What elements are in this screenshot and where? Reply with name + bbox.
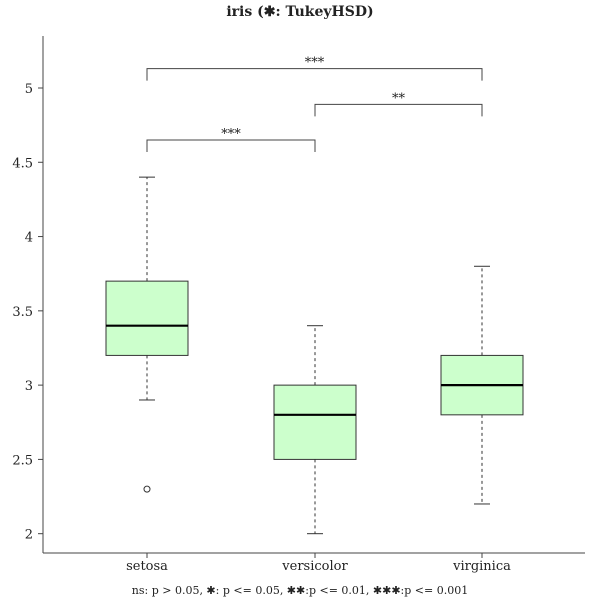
box-virginica — [440, 265, 524, 505]
bracket-line — [146, 68, 483, 81]
significance-brackets: ******** — [146, 56, 483, 152]
outlier-point — [143, 485, 151, 493]
significance-footnote: ns: p > 0.05, ✱: p <= 0.05, ✱✱:p <= 0.01… — [132, 584, 468, 597]
y-tick-label: 3.5 — [12, 305, 33, 320]
box-versicolor — [273, 325, 357, 535]
y-tick-label: 2 — [25, 528, 33, 543]
bracket-setosa-virginica: *** — [146, 56, 483, 81]
x-category-label: virginica — [452, 559, 511, 574]
y-tick-label: 4 — [25, 231, 33, 246]
boxes — [105, 176, 524, 535]
axes: 2 2.5 3 3.5 4 4.5 5 setosa versicolor virginica — [12, 36, 585, 574]
significance-label: *** — [221, 127, 241, 142]
y-tick-label: 4.5 — [12, 156, 33, 171]
significance-label: *** — [305, 56, 325, 71]
x-category-label: versicolor — [281, 559, 348, 574]
chart-title: iris (✱: TukeyHSD) — [226, 4, 373, 20]
bracket-line — [314, 103, 483, 117]
significance-label: ** — [392, 91, 406, 106]
bracket-setosa-versicolor: *** — [146, 127, 316, 152]
y-tick-label: 2.5 — [12, 453, 33, 468]
y-tick-label: 5 — [25, 82, 33, 97]
bracket-line — [146, 139, 316, 152]
x-category-label: setosa — [126, 559, 168, 574]
bracket-versicolor-virginica: ** — [314, 91, 483, 117]
box-setosa — [105, 176, 189, 493]
y-tick-label: 3 — [25, 379, 33, 394]
iqr-box — [273, 384, 357, 460]
iqr-box — [105, 280, 189, 356]
